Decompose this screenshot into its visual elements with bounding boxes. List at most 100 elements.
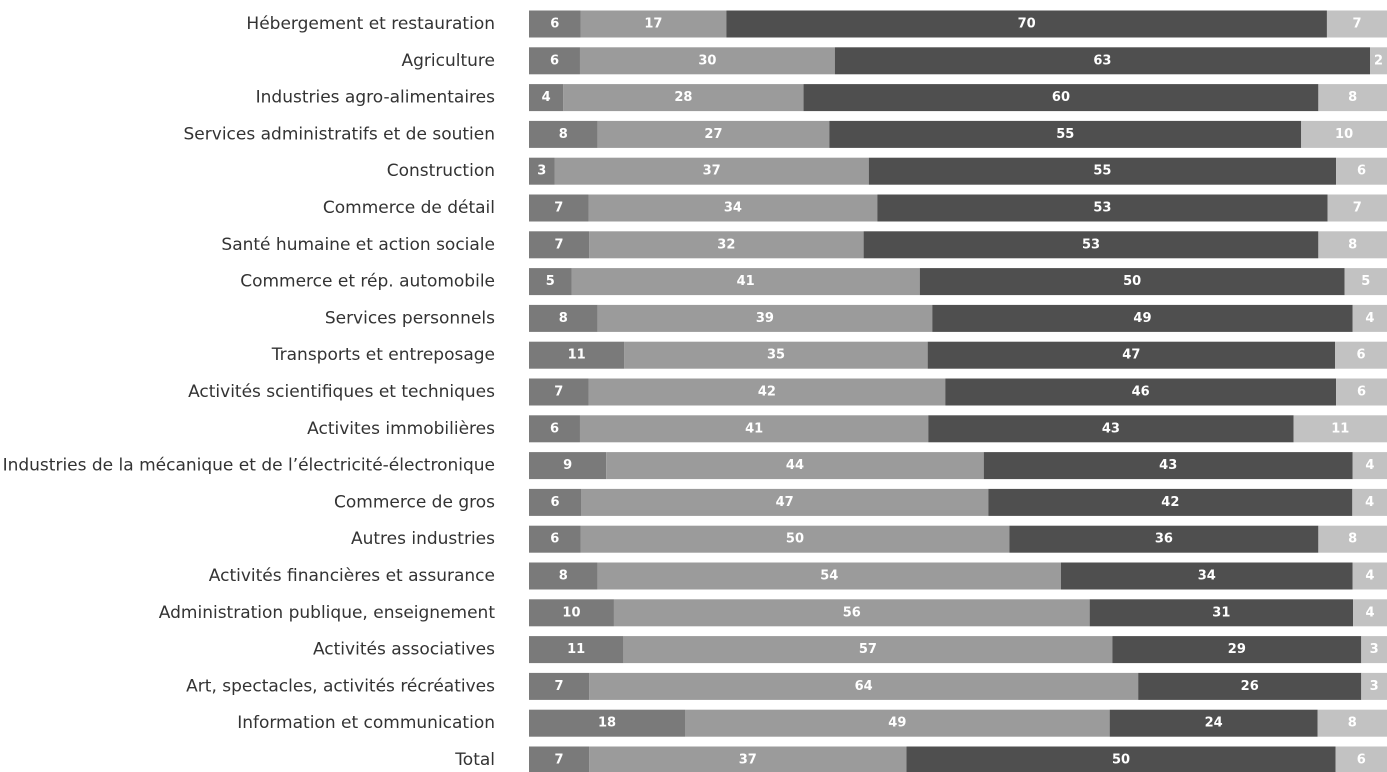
category-label: Services administratifs et de soutien [184,124,495,144]
bar-segment [1327,194,1387,222]
data-label: 2 [1374,53,1383,68]
data-label: 4 [1365,458,1374,473]
category-label: Activités financières et assurance [209,566,495,586]
data-label: 4 [1365,495,1374,510]
bar-segment [529,47,580,75]
bar-segment [579,415,929,443]
data-label: 47 [1122,348,1140,363]
data-label: 49 [1133,311,1151,326]
data-label: 34 [724,201,742,216]
data-label: 53 [1082,237,1100,252]
data-label: 36 [1155,532,1173,547]
bar-segment [581,488,989,516]
bar-segment [588,194,878,222]
data-label: 39 [756,311,774,326]
bar-segment [1138,672,1362,700]
data-label: 41 [737,274,755,289]
bar-segment [945,378,1337,406]
bar-segment [529,599,614,627]
bar-segment [983,452,1353,480]
bar-segment [529,488,581,516]
bar-segment [1352,304,1387,332]
category-label: Information et communication [237,713,495,733]
bar-segment [529,452,607,480]
bar-segment [529,562,598,590]
bar-segment [589,231,864,259]
data-label: 11 [567,642,585,657]
bar-segment [529,525,581,553]
data-label: 10 [562,605,580,620]
bar-segment [877,194,1328,222]
data-label: 6 [550,495,559,510]
data-label: 46 [1132,385,1150,400]
data-label: 8 [559,311,568,326]
bar-segment [1344,268,1387,296]
bar-segment [1352,562,1387,590]
data-label: 6 [1357,753,1366,768]
data-label: 28 [674,90,692,105]
bar-segment [606,452,984,480]
data-label: 24 [1205,716,1223,731]
category-label: Industries de la mécanique et de l’élect… [3,456,495,476]
bar-segment [1060,562,1353,590]
data-label: 5 [546,274,555,289]
data-label: 7 [555,753,564,768]
bar-segment [1352,488,1387,516]
bar-segment [529,231,590,259]
bar-segment [529,378,589,406]
data-label: 60 [1052,90,1070,105]
category-label: Art, spectacles, activités récréatives [186,676,495,696]
bar-segment [1301,120,1387,148]
bar-segment [529,157,555,185]
bar-segment [529,672,590,700]
bar-segment [529,268,572,296]
data-label: 4 [1365,569,1374,584]
bar-segment [597,562,1061,590]
bar-segment [529,194,589,222]
bar-segment [529,10,581,38]
bar-segment [1293,415,1387,443]
bar-segment [589,746,907,772]
data-label: 6 [550,532,559,547]
data-label: 7 [554,385,563,400]
category-label: Agriculture [402,51,496,71]
data-label: 31 [1212,605,1230,620]
bar-segment [613,599,1090,627]
data-label: 7 [555,679,564,694]
data-label: 37 [703,164,721,179]
bar-segment [1089,599,1354,627]
data-label: 6 [1357,164,1366,179]
data-label: 26 [1241,679,1259,694]
bar-segment [1318,525,1387,553]
data-label: 7 [1352,17,1361,32]
bar-segment [529,84,564,112]
data-label: 55 [1056,127,1074,142]
bar-segment [1361,672,1387,700]
category-label: Industries agro-alimentaires [256,88,496,108]
bar-segment [1352,452,1387,480]
data-label: 10 [1335,127,1353,142]
bar-segment [579,47,835,75]
data-label: 3 [537,164,546,179]
data-label: 50 [786,532,804,547]
category-label: Santé humaine et action sociale [221,235,495,255]
bar-segment [1353,599,1387,627]
data-label: 6 [550,53,559,68]
bar-segment [1109,709,1318,737]
category-labels: Hébergement et restauration Agriculture In… [3,14,496,770]
bar-segment [928,415,1294,443]
data-label: 6 [550,17,559,32]
data-label: 9 [563,458,572,473]
bar-segment [571,268,920,296]
data-label: 37 [739,753,757,768]
category-label: Autres industries [351,529,495,549]
bar-segment [529,304,598,332]
data-label: 6 [1356,348,1365,363]
bar-segment [1112,636,1362,664]
data-label: 32 [717,237,735,252]
data-label: 42 [1161,495,1179,510]
bar-segment [1318,231,1387,259]
category-label: Commerce de gros [334,492,495,512]
bar-segment [685,709,1110,737]
data-label: 44 [786,458,804,473]
